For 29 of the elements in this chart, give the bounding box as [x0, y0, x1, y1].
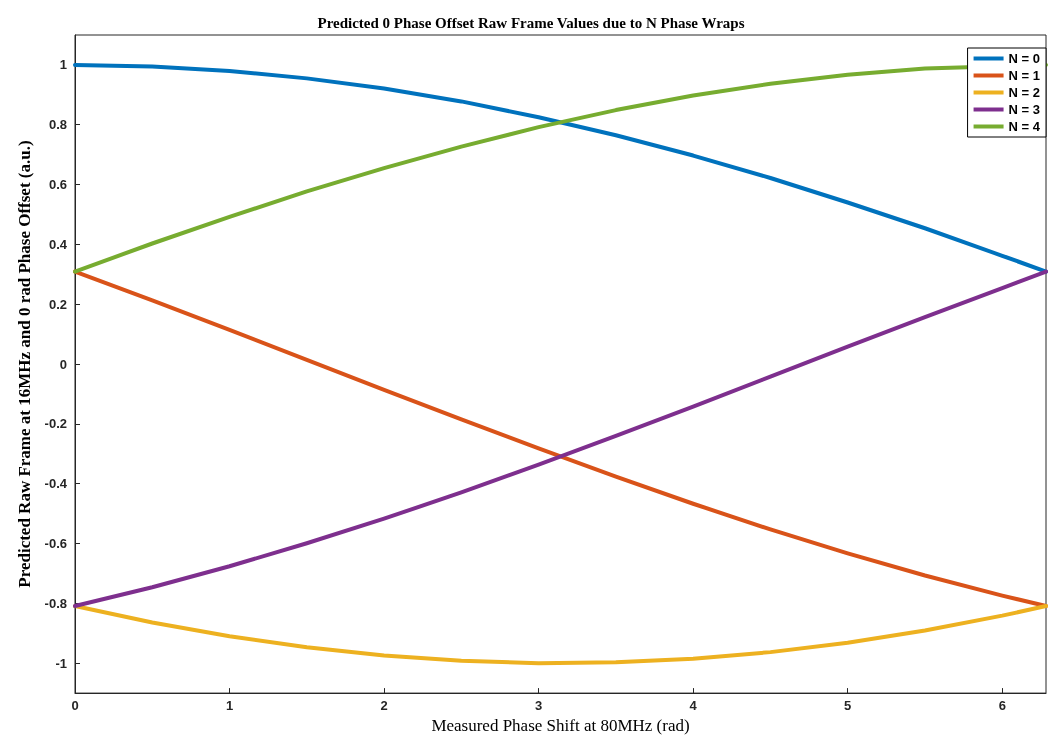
y-tick-label: -0.4	[44, 476, 68, 492]
x-axis-title: Measured Phase Shift at 80MHz (rad)	[431, 716, 690, 735]
y-tick-label: -0.8	[44, 595, 67, 611]
legend-label: N = 1	[1008, 68, 1040, 83]
x-tick-label: 1	[225, 698, 234, 714]
chart-title: Predicted 0 Phase Offset Raw Frame Values due to N Phase Wraps	[317, 14, 745, 31]
legend-label: N = 2	[1008, 85, 1040, 100]
y-tick-label: 0	[59, 356, 67, 372]
x-tick-label: 5	[844, 698, 852, 714]
x-tick-label: 0	[71, 698, 79, 714]
y-tick-label: 0.2	[48, 296, 67, 312]
y-tick-label: -0.2	[44, 416, 67, 432]
x-tick-label: 2	[380, 698, 388, 714]
y-axis-title: Predicted Raw Frame at 16MHz and 0 rad Phase Offset (a.u.)	[15, 140, 34, 588]
y-tick-label: 0.4	[48, 236, 68, 252]
line-series	[73, 604, 1048, 666]
legend-label: N = 4	[1008, 119, 1041, 134]
y-tick-label: 0.6	[48, 177, 67, 193]
y-tick-label: -0.6	[44, 536, 67, 552]
line-series	[73, 62, 1048, 274]
y-tick-label: 1	[59, 57, 67, 73]
x-tick-label: 4	[689, 698, 698, 714]
x-tick-label: 6	[998, 698, 1006, 714]
y-tick-label: 0.8	[48, 117, 67, 133]
y-tick-label: -1	[55, 655, 67, 671]
line-series	[73, 269, 1048, 609]
legend-label: N = 3	[1008, 102, 1040, 117]
x-tick-label: 3	[535, 698, 543, 714]
legend-label: N = 0	[1008, 51, 1040, 66]
